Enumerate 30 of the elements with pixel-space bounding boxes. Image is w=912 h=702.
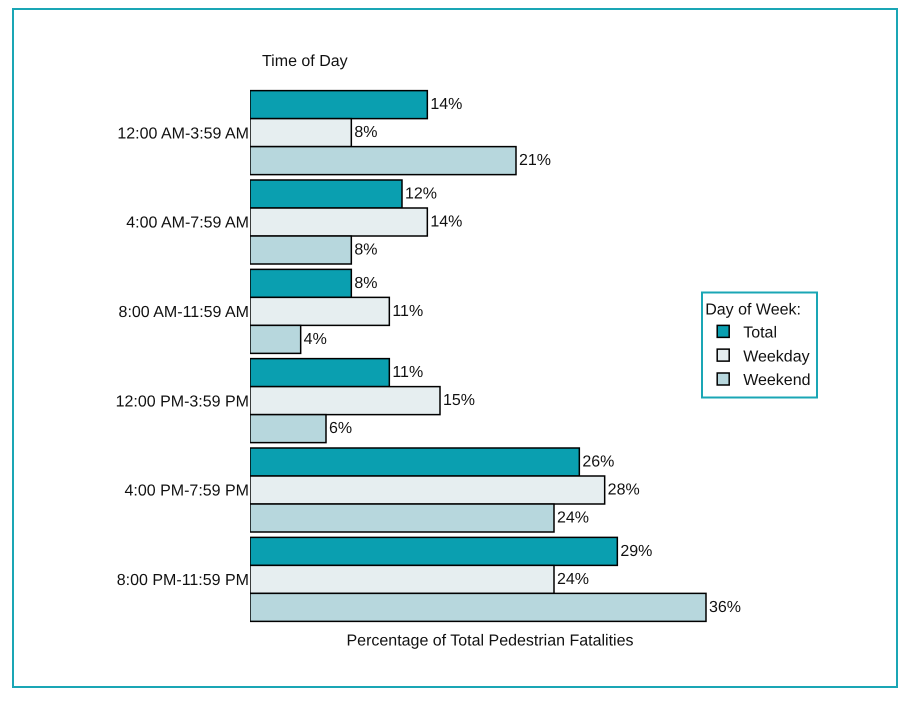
y-tick-label: 8:00 PM-11:59 PM [116,572,249,589]
data-label: 14% [430,214,462,230]
data-label: 24% [557,570,590,588]
y-tick-label: 12:00 AM-3:59 AM [117,125,249,142]
data-label: 11% [392,302,424,320]
y-axis-title: Time of Day [262,53,348,70]
data-label: 24% [557,509,590,526]
legend-title: Day of Week: [705,301,801,318]
data-label: 21% [519,152,552,170]
data-label: 12% [405,186,438,203]
y-tick-label: 4:00 PM-7:59 PM [124,482,249,500]
data-label: 8% [354,241,378,258]
data-label: 28% [608,482,640,498]
data-label: 8% [354,124,378,142]
x-axis-title: Percentage of Total Pedestrian Fatalities [346,632,634,650]
legend-label: Total [743,324,777,342]
data-label: 6% [329,420,352,438]
data-label: 11% [392,364,424,382]
y-tick-label: 8:00 AM-11:59 AM [118,304,249,321]
y-tick-label: 12:00 PM-3:59 PM [116,393,249,410]
data-label: 15% [443,392,476,410]
data-label: 29% [620,542,652,560]
data-label: 8% [354,274,378,292]
legend-label: Weekend [743,372,811,390]
data-label: 4% [304,330,327,348]
y-tick-label: 4:00 AM-7:59 AM [126,214,249,232]
data-label: 26% [582,454,614,471]
data-label: 36% [709,598,742,616]
legend-label: Weekday [743,348,810,366]
data-label: 14% [430,96,462,114]
